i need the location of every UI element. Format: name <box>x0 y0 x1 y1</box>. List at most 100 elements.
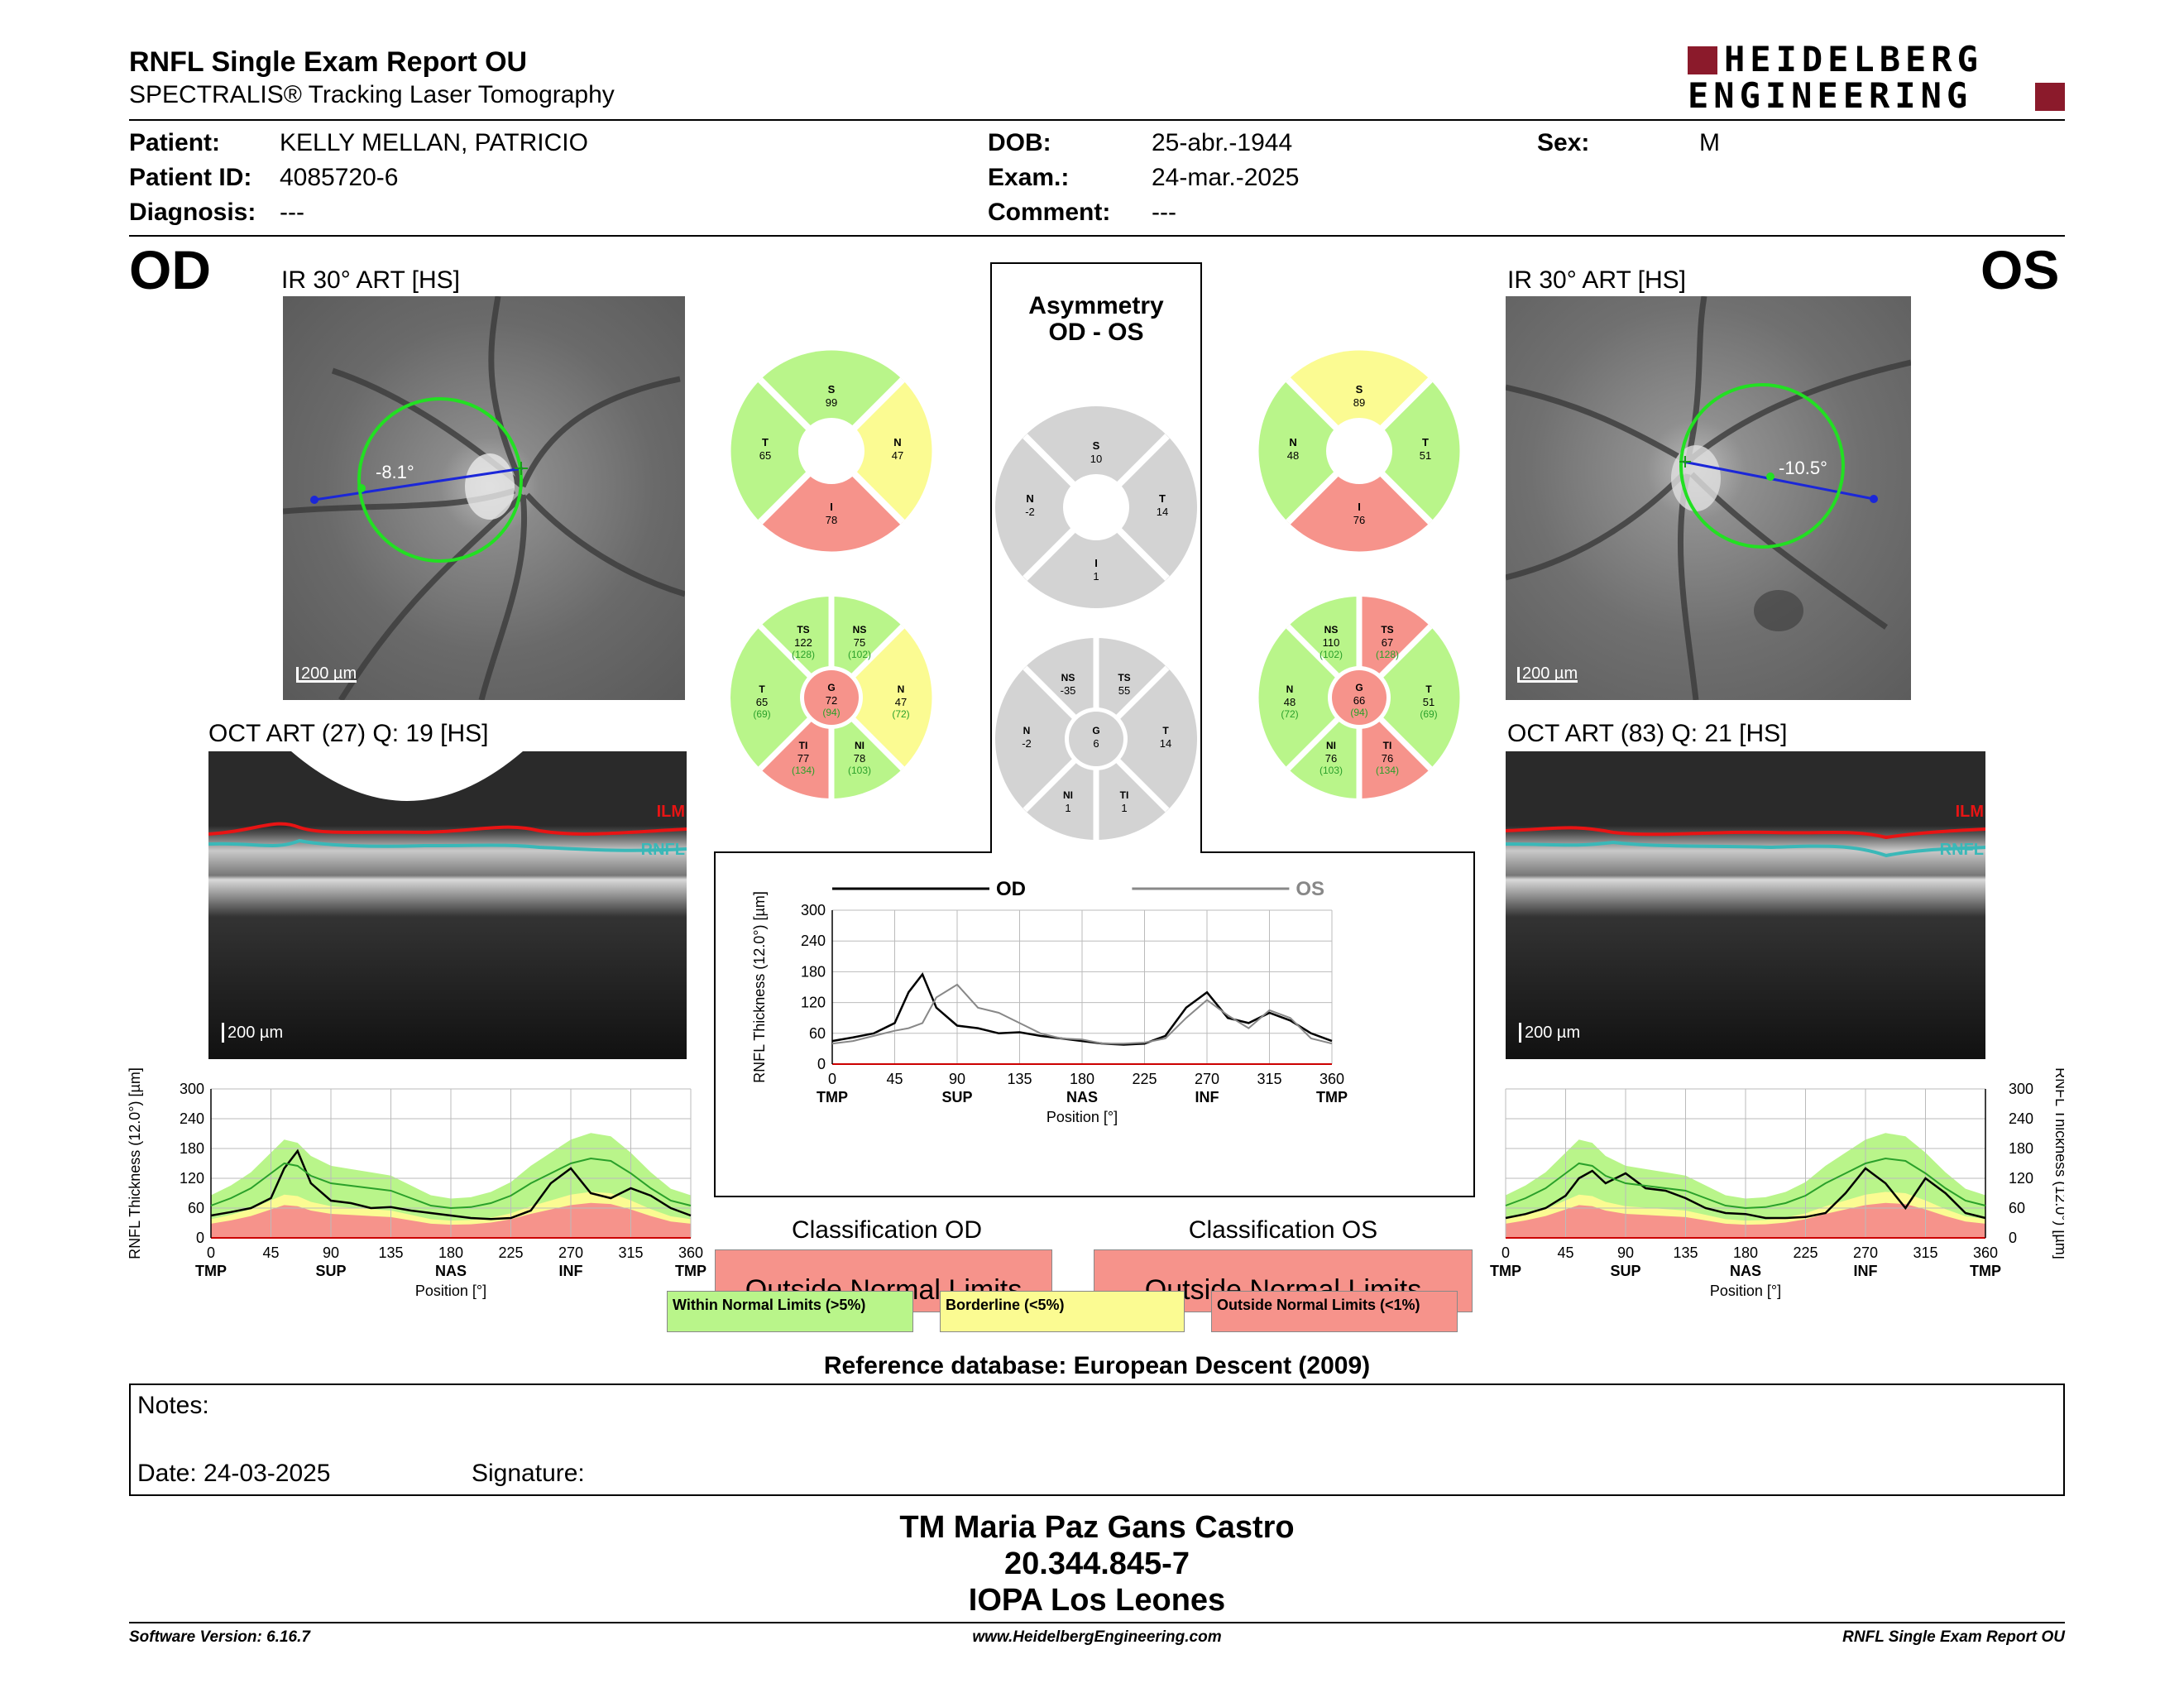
od-oct-scale: 200 µm <box>222 1023 283 1043</box>
region-label: NAS <box>435 1263 467 1279</box>
svg-text:N: N <box>1026 492 1033 505</box>
x-tick-label: 135 <box>1007 1071 1032 1087</box>
y-axis-label: RNFL Thickness (12.0°) [µm] <box>128 1067 143 1259</box>
od-oct-scan: ILM RNFL 200 µm <box>208 751 687 1059</box>
os-thickness-chart: 0 60 120 180 240 300 0 45 90 135 180 225 270 315 360 TM… <box>1485 1067 2069 1307</box>
region-label: INF <box>1195 1089 1219 1105</box>
x-tick-label: 225 <box>1132 1071 1157 1087</box>
x-tick-label: 45 <box>1557 1244 1573 1261</box>
svg-text:G: G <box>1355 682 1363 693</box>
svg-text:T: T <box>1159 492 1166 505</box>
sex-label: Sex: <box>1537 129 1590 156</box>
x-tick-label: 135 <box>378 1244 403 1261</box>
os-fundus-image: -10.5° 200 µm <box>1506 296 1911 700</box>
y-tick-label: 0 <box>817 1056 826 1072</box>
dob-value: 25-abr.-1944 <box>1152 129 1293 156</box>
svg-text:NS: NS <box>853 624 867 635</box>
os-rnfl-label: RNFL <box>1939 841 1984 859</box>
footer-url[interactable]: www.HeidelbergEngineering.com <box>972 1628 1222 1646</box>
svg-text:10: 10 <box>1090 453 1102 465</box>
od-oct-label: OCT ART (27) Q: 19 [HS] <box>208 720 489 747</box>
x-tick-label: 180 <box>1070 1071 1094 1087</box>
svg-text:(102): (102) <box>848 649 871 660</box>
legend-within-normal: Within Normal Limits (>5%) <box>667 1291 913 1332</box>
svg-text:G: G <box>827 682 835 693</box>
y-tick-label: 120 <box>180 1170 204 1187</box>
od-sector-6: TS 122 (128) NS 75 (102) T 65 (69) N 47 … <box>730 597 932 798</box>
notes-box: Notes: Date: 24-03-2025 Signature: <box>129 1383 2065 1496</box>
region-label: TMP <box>1970 1263 2001 1279</box>
svg-text:N: N <box>1023 725 1031 736</box>
region-label: SUP <box>1610 1263 1640 1279</box>
region-label: TMP <box>1490 1263 1521 1279</box>
svg-text:TS: TS <box>1381 624 1393 635</box>
legend-outside-normal: Outside Normal Limits (<1%) <box>1211 1291 1458 1332</box>
svg-text:48: 48 <box>1284 696 1296 708</box>
x-tick-label: 90 <box>1617 1244 1634 1261</box>
y-tick-label: 180 <box>180 1140 204 1157</box>
os-oct-scale: 200 µm <box>1519 1023 1580 1043</box>
patient-name: KELLY MELLAN, PATRICIO <box>280 129 588 156</box>
series-line-os <box>1505 1167 1986 1220</box>
os-oct-scan: ILM RNFL 200 µm <box>1506 751 1985 1059</box>
x-tick-label: 0 <box>828 1071 836 1087</box>
sex-value: M <box>1699 129 1720 156</box>
svg-text:(94): (94) <box>822 707 840 718</box>
y-tick-label: 60 <box>809 1025 826 1042</box>
footer-report-name: RNFL Single Exam Report OU <box>1842 1628 2065 1646</box>
svg-text:110: 110 <box>1323 636 1340 649</box>
svg-text:1: 1 <box>1065 802 1070 814</box>
y-axis-label: RNFL Thickness (12.0°) [µm] <box>753 891 768 1083</box>
reference-database: Reference database: European Descent (20… <box>823 1352 1371 1379</box>
os-sector-4: S 89 N 48 T 51 I 76 <box>1258 350 1460 552</box>
svg-text:(134): (134) <box>792 765 815 776</box>
x-tick-label: 360 <box>678 1244 703 1261</box>
diagnosis-value: --- <box>280 199 304 226</box>
svg-text:NI: NI <box>1326 740 1336 751</box>
y-tick-label: 0 <box>2009 1230 2017 1246</box>
classification-od-title: Classification OD <box>791 1216 983 1244</box>
svg-text:65: 65 <box>756 696 768 708</box>
svg-text:(134): (134) <box>1376 765 1399 776</box>
y-tick-label: 240 <box>801 933 826 949</box>
svg-text:T: T <box>762 436 769 448</box>
y-tick-label: 300 <box>2009 1081 2033 1097</box>
svg-text:47: 47 <box>892 449 903 462</box>
x-tick-label: 315 <box>1257 1071 1281 1087</box>
ou-thickness-chart: 0 60 120 180 240 300 0 45 90 135 180 225 270 315 360 TM… <box>751 877 1365 1134</box>
report-subtitle: SPECTRALIS® Tracking Laser Tomography <box>129 81 615 108</box>
os-ir-label: IR 30° ART [HS] <box>1507 266 1686 294</box>
od-ir-scale: 200 µm <box>296 665 357 683</box>
heidelberg-logo: HEIDELBERG ENGINEERING <box>1688 41 2068 116</box>
exam-label: Exam.: <box>988 164 1070 191</box>
patient-label: Patient: <box>129 129 221 156</box>
comment-value: --- <box>1152 199 1176 226</box>
svg-text:76: 76 <box>1353 514 1365 526</box>
svg-text:I: I <box>830 501 833 513</box>
series-line-normal-mean <box>210 1157 692 1210</box>
od-angle: -8.1° <box>376 462 414 482</box>
signatory-block: TM Maria Paz Gans Castro 20.344.845-7 IO… <box>129 1509 2065 1618</box>
x-axis-label: Position [°] <box>415 1283 486 1299</box>
svg-text:76: 76 <box>1325 752 1337 765</box>
svg-text:89: 89 <box>1353 396 1365 409</box>
asymmetry-title: Asymmetry OD - OS <box>1028 292 1164 346</box>
svg-text:S: S <box>1356 383 1363 396</box>
os-ir-scale: 200 µm <box>1517 665 1578 683</box>
svg-text:(102): (102) <box>1320 649 1343 660</box>
svg-text:72: 72 <box>826 694 837 707</box>
svg-text:NI: NI <box>1063 789 1073 801</box>
asym-sector-6: NS -35 TS 55 N -2 T 14 G 6 NI 1 TI 1 <box>995 638 1197 840</box>
svg-text:I: I <box>1094 557 1098 569</box>
svg-text:6: 6 <box>1093 737 1099 750</box>
y-tick-label: 300 <box>801 902 826 918</box>
patient-id: 4085720-6 <box>280 164 399 191</box>
y-tick-label: 240 <box>2009 1110 2033 1127</box>
legend-label-od: OD <box>996 878 1026 900</box>
series-line-os <box>831 983 1333 1045</box>
legend-borderline: Borderline (<5%) <box>940 1291 1185 1332</box>
x-tick-label: 360 <box>1973 1244 1998 1261</box>
svg-text:1: 1 <box>1093 570 1099 583</box>
x-tick-label: 315 <box>1913 1244 1937 1261</box>
svg-text:75: 75 <box>854 636 865 649</box>
